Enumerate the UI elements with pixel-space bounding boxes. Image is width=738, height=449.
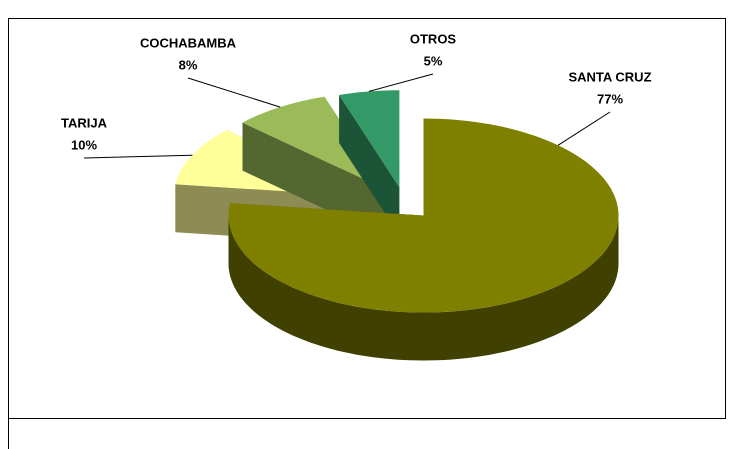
leader-line bbox=[187, 77, 281, 108]
slice-value-label: 10% bbox=[71, 137, 97, 152]
leader-line bbox=[368, 73, 434, 92]
slice bbox=[242, 96, 385, 189]
slice-label: COCHABAMBA bbox=[140, 35, 237, 50]
slice-label: SANTA CRUZ bbox=[568, 69, 651, 84]
leader-line bbox=[557, 111, 611, 146]
slice-label: OTROS bbox=[410, 31, 457, 46]
pie bbox=[175, 90, 619, 361]
slice-wall bbox=[228, 215, 619, 361]
slice-label: TARIJA bbox=[61, 115, 108, 130]
slice bbox=[228, 118, 619, 313]
slice-side bbox=[242, 122, 385, 237]
slice-value-label: 8% bbox=[179, 57, 198, 72]
slice bbox=[339, 90, 400, 188]
slice-value-label: 77% bbox=[597, 91, 623, 106]
leader-line bbox=[83, 154, 193, 159]
slice-side bbox=[339, 95, 400, 236]
chart-border bbox=[8, 18, 726, 419]
slice-value-label: 5% bbox=[424, 53, 443, 68]
